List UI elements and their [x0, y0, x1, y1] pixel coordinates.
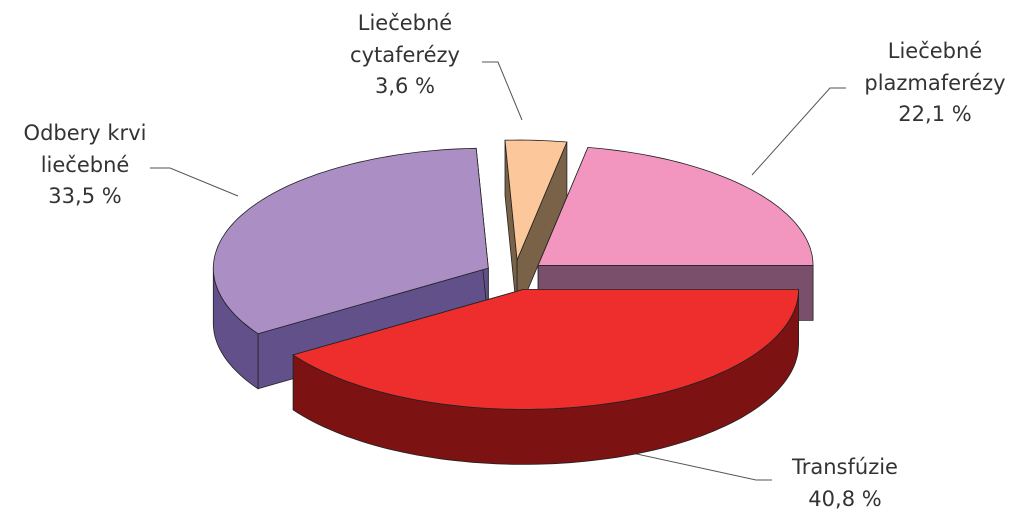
- slice-top: [292, 288, 800, 410]
- slice-label: Transfúzie 40,8 %: [760, 452, 930, 515]
- leader-line: [751, 87, 846, 176]
- leader-line: [599, 445, 772, 481]
- slice-label: Liečebné plazmaferézy 22,1 %: [840, 36, 1025, 131]
- value-label: 3,6 %: [374, 74, 436, 98]
- category-label: Transfúzie: [792, 455, 898, 479]
- slice-label: Liečebné cytaferézy 3,6 %: [330, 8, 480, 103]
- category-label: Liečebné plazmaferézy: [864, 39, 1006, 95]
- slice-label: Odbery krvi liečebné 33,5 %: [0, 118, 170, 213]
- leader-lines: [150, 61, 846, 481]
- leader-line: [150, 167, 239, 197]
- slice: [292, 288, 800, 465]
- value-label: 40,8 %: [808, 486, 882, 511]
- value-label: 22,1 %: [898, 102, 972, 126]
- slice: [504, 139, 568, 316]
- category-label: Liečebné cytaferézy: [350, 11, 460, 67]
- slice-top: [212, 147, 489, 335]
- slice-top: [537, 146, 814, 266]
- value-label: 33,5 %: [48, 184, 122, 208]
- leader-line: [482, 61, 523, 121]
- category-label: Odbery krvi liečebné: [23, 121, 147, 177]
- slice-top: [504, 139, 568, 261]
